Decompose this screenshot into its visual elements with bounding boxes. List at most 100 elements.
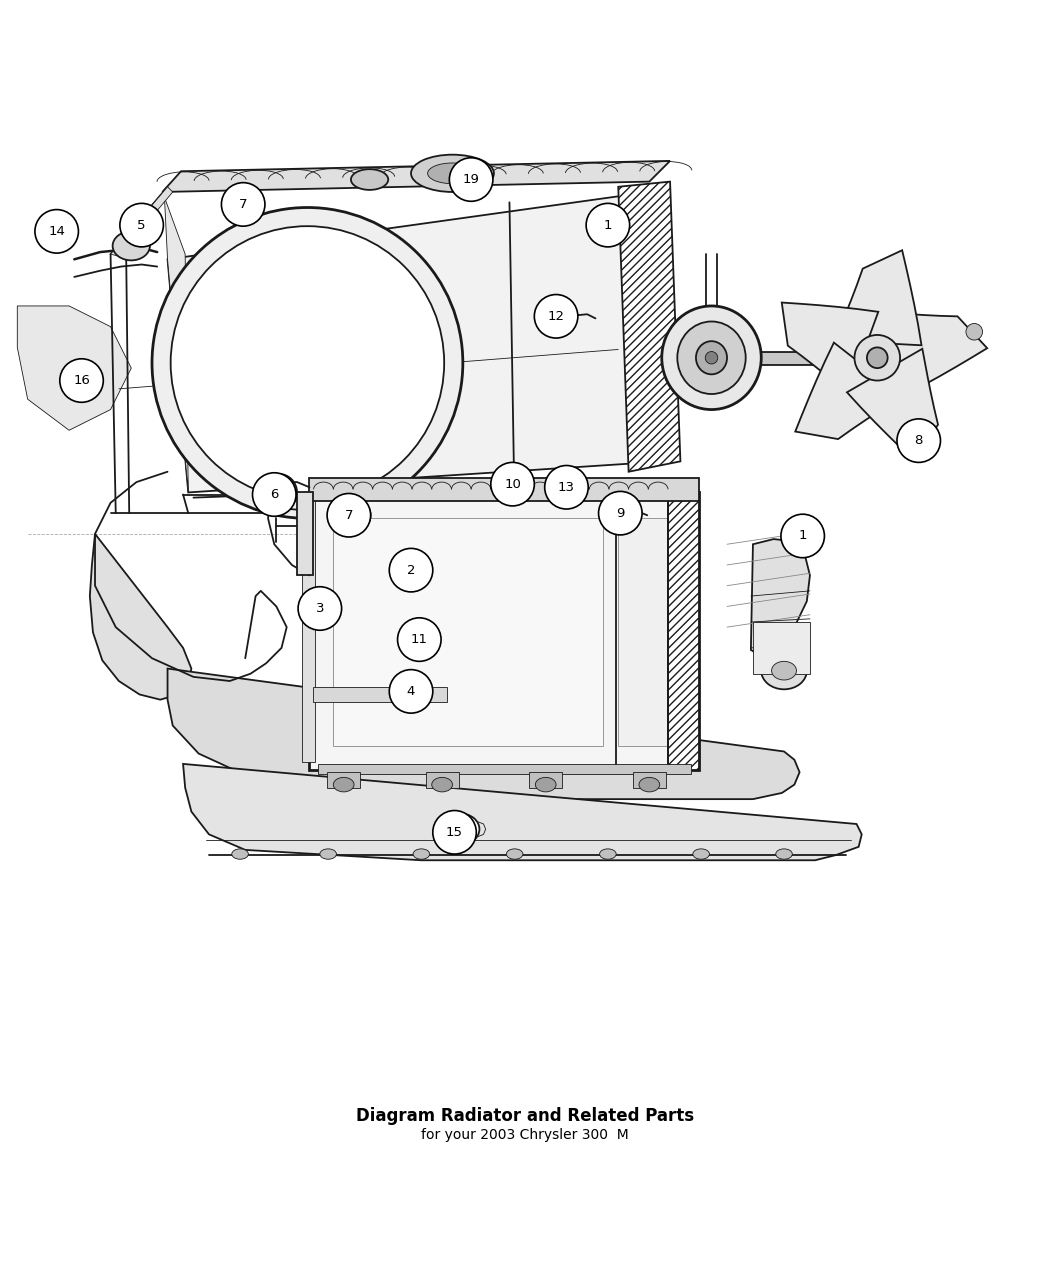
Circle shape [390,548,433,592]
Ellipse shape [351,170,388,190]
Bar [753,622,810,673]
Ellipse shape [696,342,727,375]
Ellipse shape [600,849,616,859]
Text: 6: 6 [270,488,278,501]
Polygon shape [17,306,131,430]
Circle shape [120,204,164,247]
Ellipse shape [867,347,887,368]
Ellipse shape [662,306,761,409]
Circle shape [545,465,588,509]
Text: Diagram Radiator and Related Parts: Diagram Radiator and Related Parts [356,1107,694,1125]
Circle shape [222,182,265,226]
Bar [318,764,691,774]
Circle shape [534,295,578,338]
Polygon shape [847,349,938,462]
Ellipse shape [491,467,533,497]
Ellipse shape [320,849,336,859]
Ellipse shape [772,662,797,680]
Polygon shape [168,193,665,492]
Ellipse shape [442,813,480,845]
Ellipse shape [536,778,556,792]
Polygon shape [782,302,878,394]
Text: 12: 12 [548,310,565,323]
Ellipse shape [559,477,574,491]
Polygon shape [163,161,670,193]
Ellipse shape [404,623,435,655]
Ellipse shape [47,217,75,237]
Polygon shape [795,343,903,439]
Ellipse shape [344,506,363,524]
Ellipse shape [432,778,453,792]
Text: 4: 4 [406,685,415,697]
Circle shape [35,209,79,254]
Ellipse shape [966,324,983,340]
Polygon shape [761,352,857,363]
Circle shape [298,586,341,630]
Ellipse shape [693,849,710,859]
Ellipse shape [450,821,471,838]
Text: 5: 5 [138,218,146,232]
Bar [633,773,666,788]
Polygon shape [168,668,799,799]
Text: 1: 1 [798,529,807,542]
Bar [313,687,447,701]
Polygon shape [751,539,810,657]
Bar [310,478,699,501]
Circle shape [252,473,296,516]
Polygon shape [880,312,987,397]
Polygon shape [90,534,191,700]
Text: 16: 16 [74,374,90,388]
Ellipse shape [500,473,525,491]
Ellipse shape [112,231,150,260]
Ellipse shape [267,481,290,504]
Text: 14: 14 [48,224,65,238]
Polygon shape [183,764,862,861]
Ellipse shape [677,321,746,394]
Bar [668,492,699,770]
Circle shape [60,358,103,403]
Bar [310,492,699,770]
Circle shape [897,419,941,463]
Ellipse shape [333,778,354,792]
Circle shape [598,491,643,536]
Ellipse shape [337,499,371,532]
Text: for your 2003 Chrysler 300  M: for your 2003 Chrysler 300 M [421,1128,629,1142]
Ellipse shape [506,849,523,859]
Ellipse shape [233,186,253,203]
Ellipse shape [259,474,297,511]
Circle shape [586,204,630,247]
Text: 7: 7 [239,198,248,210]
Ellipse shape [639,778,659,792]
Circle shape [449,158,492,201]
Ellipse shape [171,226,444,500]
Ellipse shape [855,335,900,380]
Text: 3: 3 [316,602,324,615]
Ellipse shape [152,208,463,519]
Text: 8: 8 [915,435,923,448]
Text: 10: 10 [504,478,521,491]
Circle shape [328,493,371,537]
Circle shape [398,618,441,662]
Polygon shape [618,181,680,472]
Ellipse shape [776,849,793,859]
Text: 9: 9 [616,506,625,520]
Bar [302,497,315,762]
Circle shape [490,463,534,506]
Text: 13: 13 [558,481,575,493]
Polygon shape [110,187,172,256]
Circle shape [781,514,824,557]
Text: 7: 7 [344,509,353,521]
Polygon shape [835,250,922,346]
Text: 2: 2 [406,564,416,576]
Ellipse shape [761,652,806,690]
Bar [529,773,563,788]
Text: 15: 15 [446,826,463,839]
Circle shape [433,811,477,854]
Bar [618,519,691,746]
Ellipse shape [411,154,494,193]
Ellipse shape [232,849,249,859]
Ellipse shape [706,352,718,363]
Bar [297,492,313,575]
Text: 19: 19 [463,173,480,186]
Ellipse shape [551,472,582,496]
